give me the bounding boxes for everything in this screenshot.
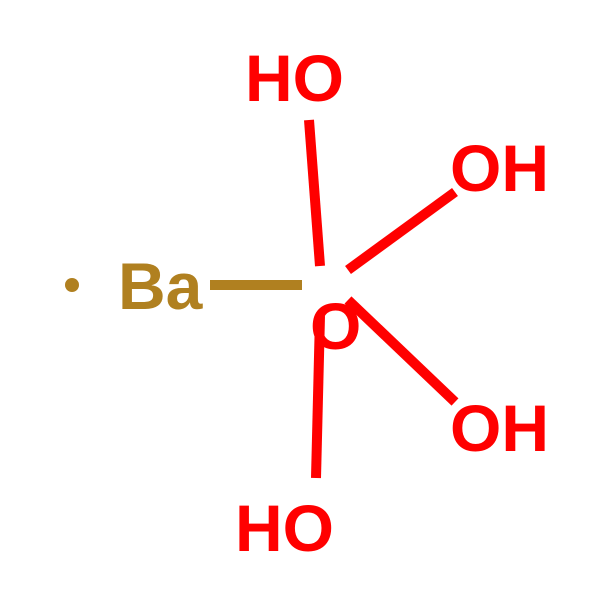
bond-o-oh-top bbox=[309, 120, 320, 266]
bond-o-oh-ur bbox=[348, 192, 455, 270]
atom-oh-upper-right: OH bbox=[450, 130, 549, 206]
atom-center-o: O bbox=[310, 288, 361, 364]
atom-oh-lower-right: OH bbox=[450, 390, 549, 466]
atom-oh-top: HO bbox=[245, 40, 344, 116]
chemical-structure-diagram: Ba O HO OH OH HO bbox=[0, 0, 600, 600]
radical-dot bbox=[65, 278, 79, 292]
bond-o-oh-lr bbox=[348, 300, 455, 402]
atom-oh-bottom: HO bbox=[235, 490, 334, 566]
atom-ba: Ba bbox=[118, 248, 202, 324]
